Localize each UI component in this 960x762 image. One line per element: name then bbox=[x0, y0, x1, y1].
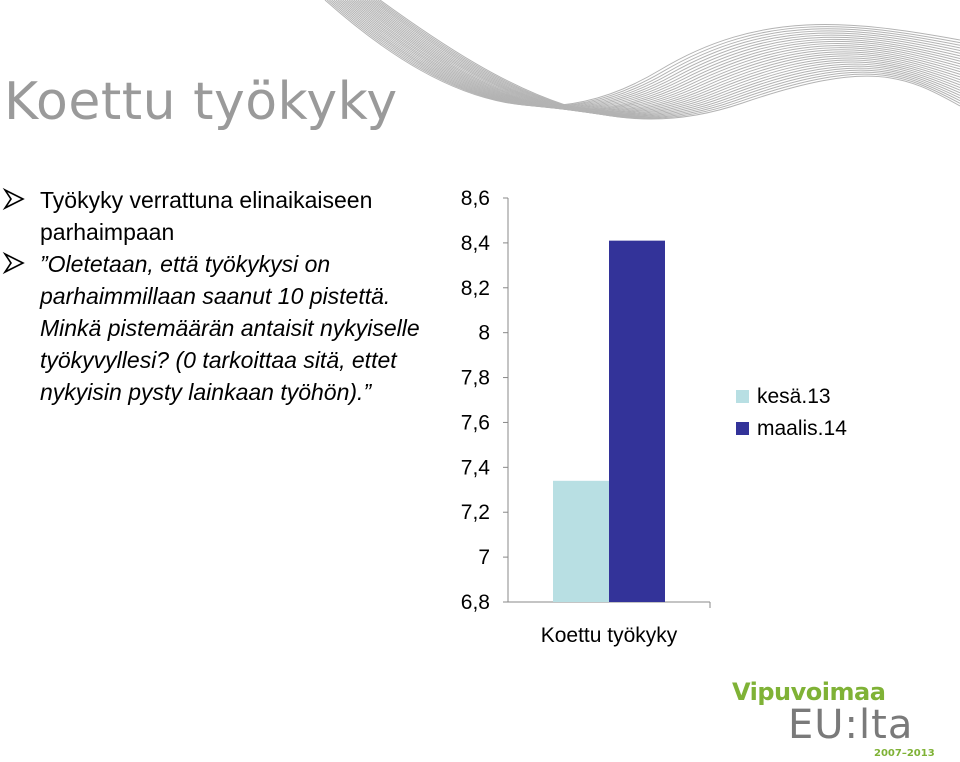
swoosh-line bbox=[373, 0, 960, 118]
legend-label: maalis.14 bbox=[757, 417, 847, 440]
swoosh-line bbox=[377, 0, 960, 119]
y-tick-label: 8 bbox=[478, 322, 490, 345]
y-tick-label: 7,6 bbox=[461, 411, 490, 434]
bar-chart: 8,6 8,4 8,2 8 7,8 7,6 7,4 7,2 7 6,8 Koettu työkyky bbox=[461, 187, 711, 647]
legend-swatch bbox=[736, 390, 749, 403]
swoosh-line bbox=[364, 0, 960, 115]
bullet-item-comparison: Työkyky verrattuna elinaikaiseen parhaim… bbox=[0, 184, 420, 248]
swoosh-line bbox=[329, 0, 960, 107]
bullet-text: ”Oletetaan, että työkykysi on parhaimmil… bbox=[40, 251, 420, 405]
logo-years: 2007–2013 bbox=[874, 748, 935, 759]
swoosh-line bbox=[331, 0, 960, 108]
legend-swatch bbox=[736, 422, 749, 435]
swoosh-line bbox=[375, 0, 960, 119]
swoosh-line bbox=[346, 0, 960, 111]
vipuvoimaa-eu-logo: Vipuvoimaa EU:lta 2007–2013 bbox=[732, 678, 942, 762]
chart-legend: kesä.13 maalis.14 bbox=[736, 386, 847, 450]
swoosh-line bbox=[366, 0, 960, 116]
y-tick-label: 8,4 bbox=[461, 232, 491, 255]
swoosh-line bbox=[359, 0, 960, 114]
slide-title: Koettu työkyky bbox=[4, 72, 398, 132]
arrow-bullet-icon bbox=[2, 251, 25, 275]
y-tick-label: 7,2 bbox=[461, 501, 490, 524]
y-tick-label: 6,8 bbox=[461, 591, 490, 614]
bullet-list: Työkyky verrattuna elinaikaiseen parhaim… bbox=[0, 184, 420, 408]
swoosh-line bbox=[355, 0, 960, 113]
swoosh-line bbox=[326, 0, 960, 107]
bar-kes--13 bbox=[553, 480, 609, 602]
y-tick-label: 8,2 bbox=[461, 277, 490, 300]
y-tick-label: 8,6 bbox=[461, 187, 490, 210]
swoosh-line bbox=[335, 0, 960, 109]
swoosh-line bbox=[324, 0, 960, 107]
swoosh-line bbox=[337, 0, 960, 109]
legend-item-maalis14: maalis.14 bbox=[736, 418, 847, 450]
swoosh-line bbox=[333, 0, 960, 108]
logo-line1: Vipuvoimaa bbox=[732, 678, 886, 706]
bullet-text: Työkyky verrattuna elinaikaiseen parhaim… bbox=[40, 187, 373, 245]
x-category-label: Koettu työkyky bbox=[541, 624, 678, 647]
swoosh-line bbox=[344, 0, 960, 111]
swoosh-line bbox=[340, 0, 960, 110]
y-tick-label: 7 bbox=[478, 546, 490, 569]
logo-line2: EU:lta bbox=[788, 702, 914, 748]
legend-label: kesä.13 bbox=[757, 385, 831, 408]
bullet-item-question: ”Oletetaan, että työkykysi on parhaimmil… bbox=[0, 248, 420, 408]
swoosh-line bbox=[353, 0, 960, 113]
swoosh-line bbox=[351, 0, 960, 112]
swoosh-line bbox=[362, 0, 960, 115]
decorative-swoosh-lines bbox=[324, 0, 960, 120]
swoosh-line bbox=[348, 0, 960, 112]
swoosh-line bbox=[342, 0, 960, 110]
y-tick-label: 7,4 bbox=[461, 456, 491, 479]
swoosh-line bbox=[357, 0, 960, 114]
arrow-bullet-icon bbox=[2, 187, 25, 211]
swoosh-line bbox=[368, 0, 960, 117]
swoosh-line bbox=[379, 0, 960, 120]
bar-maalis-14 bbox=[609, 240, 665, 602]
swoosh-line bbox=[370, 0, 960, 117]
legend-item-kesa13: kesä.13 bbox=[736, 386, 847, 418]
y-tick-label: 7,8 bbox=[461, 367, 490, 390]
